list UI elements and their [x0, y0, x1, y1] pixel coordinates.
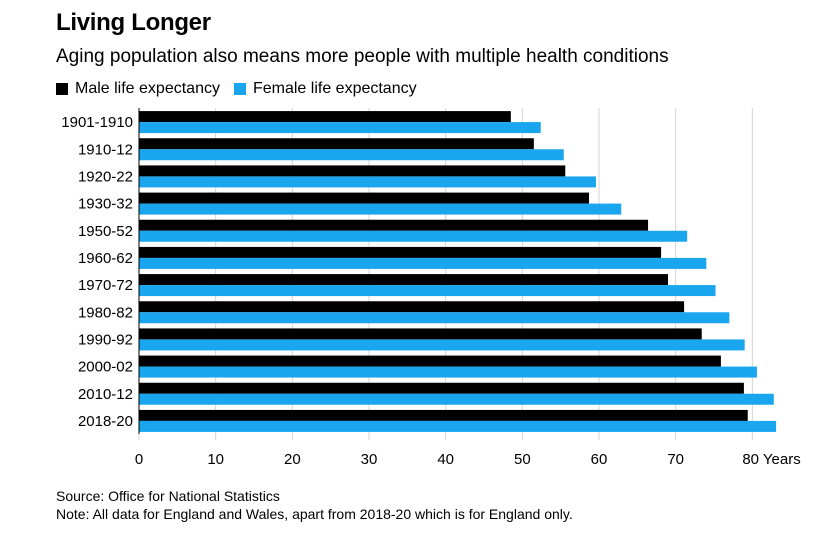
bar-male-1960-62: [139, 246, 662, 258]
category-label-1901-1910: 1901-1910: [61, 114, 133, 131]
category-label-1920-22: 1920-22: [78, 168, 133, 185]
category-label-2018-20: 2018-20: [78, 413, 133, 430]
x-tick-label-30: 30: [361, 451, 378, 468]
legend-item-female: Female life expectancy: [233, 80, 417, 98]
bar-female-1970-72: [139, 285, 716, 297]
legend-swatch-male: [56, 83, 68, 95]
bar-female-1990-92: [139, 339, 745, 351]
bar-female-1950-52: [139, 230, 688, 242]
bar-male-1910-12: [139, 138, 534, 150]
bar-female-1980-82: [139, 312, 730, 324]
chart-title: Living Longer: [56, 9, 211, 36]
x-tick-label-10: 10: [207, 451, 224, 468]
bar-male-1901-1910: [139, 111, 511, 123]
bar-female-2018-20: [139, 420, 777, 432]
bar-female-1920-22: [139, 176, 596, 188]
bar-male-1930-32: [139, 192, 590, 204]
legend: Male life expectancy Female life expecta…: [56, 80, 431, 98]
bar-male-2010-12: [139, 382, 744, 394]
data-note: Note: All data for England and Wales, ap…: [56, 506, 573, 522]
legend-label-male: Male life expectancy: [75, 80, 220, 97]
bar-male-1990-92: [139, 328, 702, 340]
bar-male-1970-72: [139, 274, 668, 286]
category-label-1970-72: 1970-72: [78, 277, 133, 294]
bar-male-2000-02: [139, 355, 721, 367]
bar-female-1901-1910: [139, 122, 541, 134]
bar-male-1950-52: [139, 219, 649, 231]
bar-female-2000-02: [139, 366, 757, 378]
chart-footer: Source: Office for National Statistics N…: [56, 487, 573, 523]
x-tick-label-80: 80 Years: [742, 451, 800, 468]
legend-swatch-female: [233, 83, 246, 95]
bar-male-1980-82: [139, 301, 685, 313]
bar-female-2010-12: [139, 393, 774, 405]
x-tick-label-50: 50: [514, 451, 531, 468]
legend-label-female: Female life expectancy: [252, 80, 417, 97]
x-tick-label-0: 0: [135, 451, 143, 468]
category-label-1950-52: 1950-52: [78, 223, 133, 240]
chart-subtitle: Aging population also means more people …: [56, 46, 669, 67]
x-tick-label-70: 70: [667, 451, 684, 468]
category-label-1980-82: 1980-82: [78, 304, 133, 321]
bar-male-1920-22: [139, 165, 566, 177]
x-tick-label-20: 20: [284, 451, 301, 468]
source-note: Source: Office for National Statistics: [56, 488, 280, 504]
x-tick-label-40: 40: [437, 451, 454, 468]
bar-female-1960-62: [139, 257, 707, 269]
bar-female-1930-32: [139, 203, 622, 215]
bar-male-2018-20: [139, 409, 748, 421]
x-tick-label-60: 60: [591, 451, 608, 468]
category-label-1930-32: 1930-32: [78, 196, 133, 213]
category-label-1990-92: 1990-92: [78, 331, 133, 348]
legend-item-male: Male life expectancy: [56, 80, 220, 98]
bar-female-1910-12: [139, 149, 564, 161]
category-label-2010-12: 2010-12: [78, 386, 133, 403]
category-label-1960-62: 1960-62: [78, 250, 133, 267]
category-label-2000-02: 2000-02: [78, 359, 133, 376]
category-label-1910-12: 1910-12: [78, 141, 133, 158]
